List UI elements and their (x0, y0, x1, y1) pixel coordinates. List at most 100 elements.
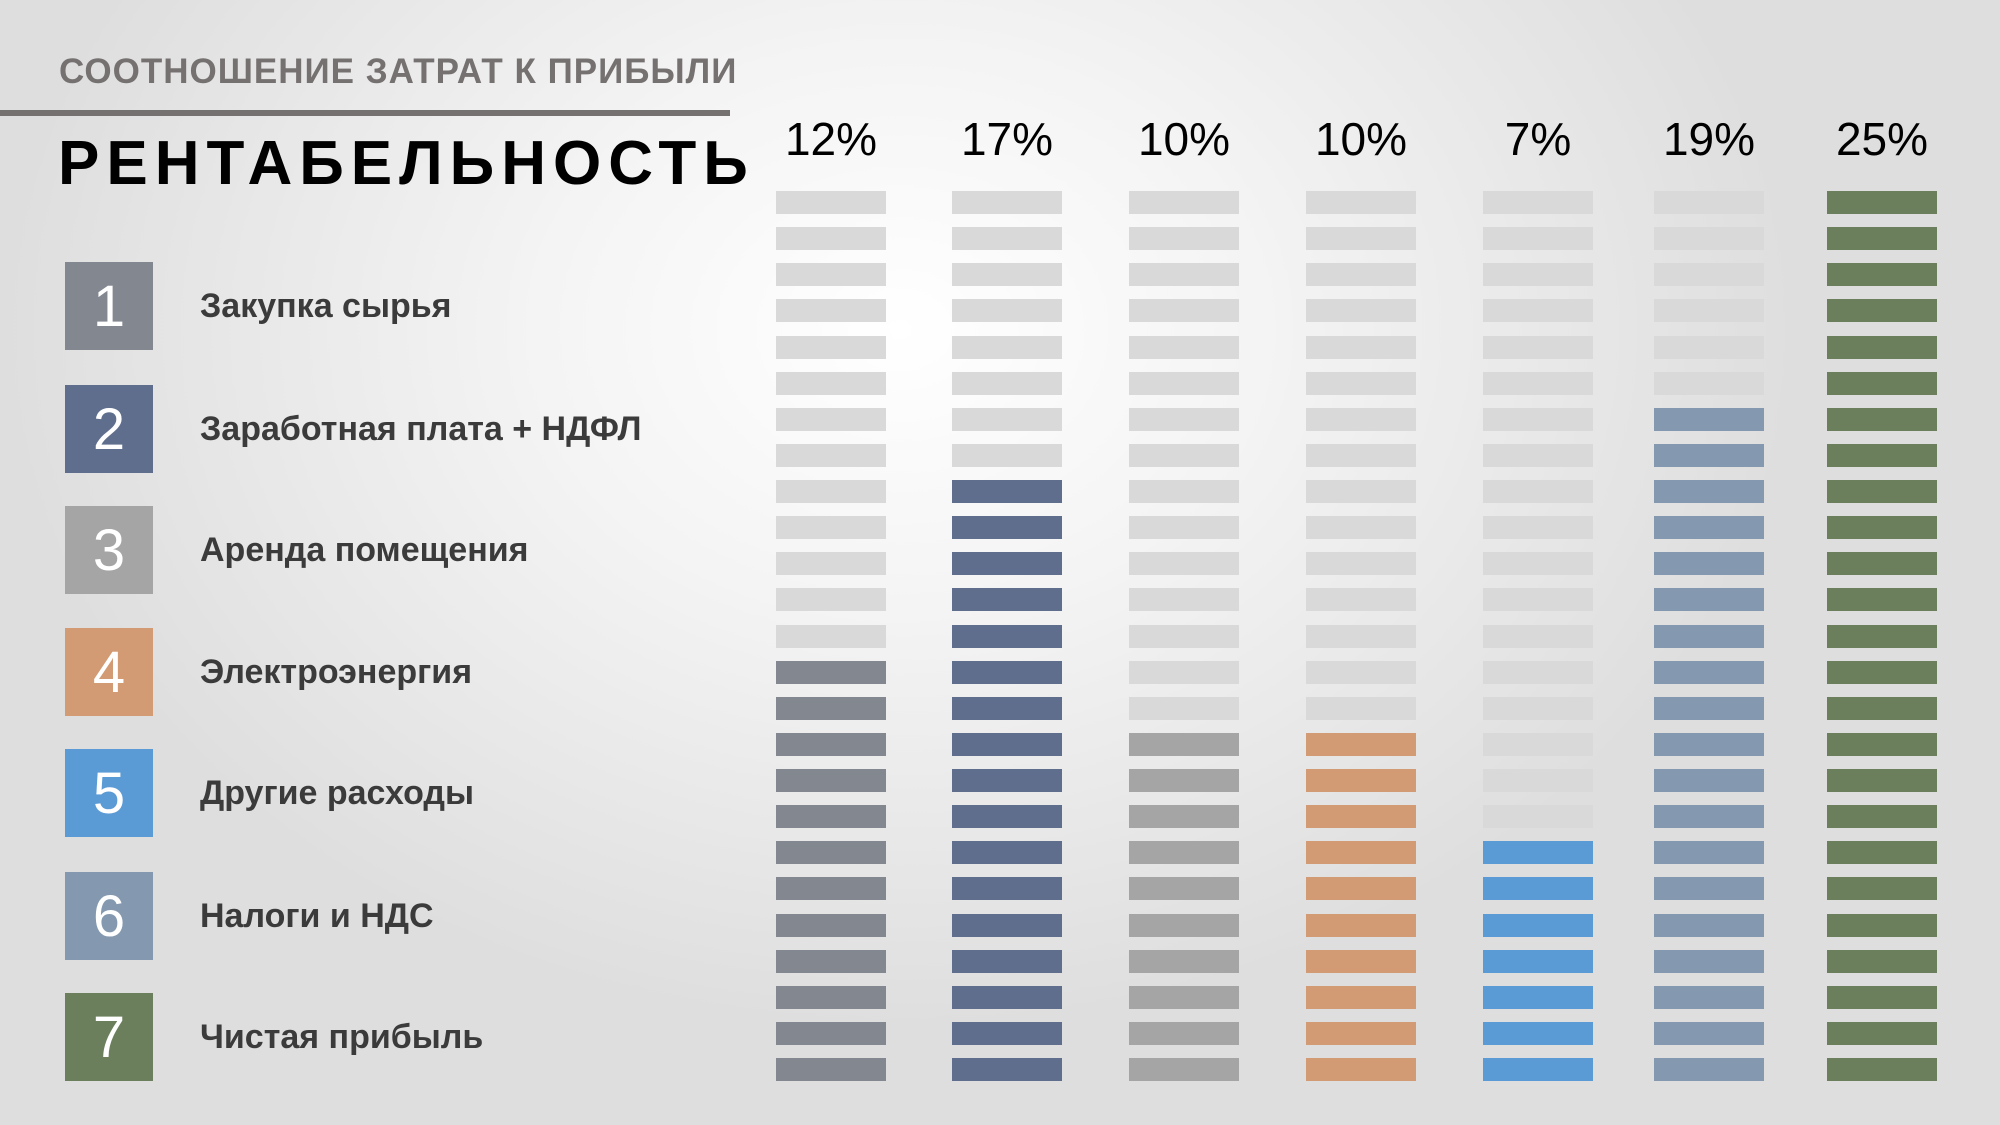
bar-segment-filled (1654, 877, 1764, 901)
legend-number-box: 3 (65, 506, 153, 594)
bar-segment-filled (1827, 877, 1937, 901)
bar-segment-filled (1654, 696, 1764, 720)
bar-segment-filled (952, 985, 1062, 1009)
legend-number-box: 2 (65, 385, 153, 473)
legend-item: 7 Чистая прибыль (65, 993, 483, 1081)
bar-segment-empty (1129, 552, 1239, 576)
bar-segment-filled (1827, 443, 1937, 467)
percent-label: 10% (1314, 113, 1408, 165)
bar-segment-empty (1129, 443, 1239, 467)
bar-segment-filled (1129, 769, 1239, 793)
bar-segment-empty (1306, 263, 1416, 287)
bar-segment-filled (1654, 985, 1764, 1009)
bar-segment-filled (776, 769, 886, 793)
bar-segment-empty (1654, 227, 1764, 251)
bar-segment-empty (1129, 588, 1239, 612)
bar-segment-filled (952, 805, 1062, 829)
bar-segment-filled (1827, 841, 1937, 865)
bar-segment-empty (1483, 227, 1593, 251)
bar-segment-filled (1129, 877, 1239, 901)
bar-segment-filled (1827, 191, 1937, 214)
bar-segment-filled (1827, 588, 1937, 612)
bar-segment-filled (776, 877, 886, 901)
bar-segment-filled (952, 660, 1062, 684)
bar-segment-filled (952, 877, 1062, 901)
bar-segment-empty (1129, 660, 1239, 684)
bar-segment-empty (776, 480, 886, 504)
legend-number-box: 5 (65, 749, 153, 837)
legend-item: 4 Электроэнергия (65, 628, 472, 716)
bar-segment-filled (1827, 299, 1937, 323)
bar-segment-empty (1483, 263, 1593, 287)
bar-segment-empty (1129, 480, 1239, 504)
bar-segment-empty (952, 443, 1062, 467)
bar-segment-empty (952, 299, 1062, 323)
bar-segment-empty (1483, 769, 1593, 793)
bar-segment-empty (1483, 443, 1593, 467)
bar-segment-filled (1654, 949, 1764, 973)
bar-segment-filled (952, 516, 1062, 540)
bar-segment-empty (1129, 299, 1239, 323)
bar-segment-empty (776, 335, 886, 359)
bar-segment-filled (1827, 624, 1937, 648)
bar-segment-filled (1306, 985, 1416, 1009)
legend-label: Налоги и НДС (200, 896, 434, 935)
bar-segment-filled (1129, 949, 1239, 973)
bar-segment-empty (1129, 371, 1239, 395)
bar-segment-empty (1306, 588, 1416, 612)
bar-segment-filled (1827, 480, 1937, 504)
bar-segment-filled (776, 732, 886, 756)
bar-segment-empty (776, 191, 886, 214)
bar-segment-filled (1483, 913, 1593, 937)
bar-segment-empty (1654, 263, 1764, 287)
bar-segment-filled (776, 696, 886, 720)
bar-segment-empty (776, 624, 886, 648)
bar-segment-filled (1654, 480, 1764, 504)
bar-segment-filled (1827, 696, 1937, 720)
divider-line (0, 110, 730, 116)
bar-segment-filled (776, 841, 886, 865)
bar-segment-filled (1827, 1058, 1937, 1082)
bar-segment-filled (776, 985, 886, 1009)
percent-label: 12% (784, 113, 878, 165)
bar-segment-empty (776, 227, 886, 251)
legend-item: 1 Закупка сырья (65, 262, 452, 350)
bar-segment-filled (1129, 841, 1239, 865)
legend-item: 2 Заработная плата + НДФЛ (65, 385, 641, 473)
bar-segment-empty (776, 371, 886, 395)
bar-segment-filled (1129, 805, 1239, 829)
bar-segment-filled (1654, 660, 1764, 684)
legend-number-box: 6 (65, 872, 153, 960)
percent-label: 10% (1137, 113, 1231, 165)
bar-segment-empty (1483, 335, 1593, 359)
bar-segment-empty (952, 227, 1062, 251)
bar-segment-empty (1306, 335, 1416, 359)
bar-segment-filled (1654, 443, 1764, 467)
bar-segment-empty (1483, 732, 1593, 756)
bar-segment-empty (952, 335, 1062, 359)
bar-segment-empty (1306, 480, 1416, 504)
bar-segment-filled (1827, 913, 1937, 937)
bar-segment-empty (1306, 443, 1416, 467)
bar-segment-empty (1483, 407, 1593, 431)
legend-label: Электроэнергия (200, 652, 473, 691)
bar-segment-empty (1483, 371, 1593, 395)
bar-segment-empty (1483, 516, 1593, 540)
bar-segment-filled (1827, 407, 1937, 431)
bar-segment-filled (776, 1021, 886, 1045)
bar-segment-filled (952, 1021, 1062, 1045)
bar-segment-filled (1654, 769, 1764, 793)
bar-segment-empty (1306, 407, 1416, 431)
bar-segment-filled (1483, 985, 1593, 1009)
bar-segment-filled (1654, 1058, 1764, 1082)
bar-segment-filled (1306, 732, 1416, 756)
bar-segment-filled (1483, 1021, 1593, 1045)
bar-segment-filled (1483, 877, 1593, 901)
legend-number-box: 4 (65, 628, 153, 716)
bar-segment-filled (1827, 227, 1937, 251)
bar-segment-empty (776, 263, 886, 287)
bar-segment-empty (1654, 335, 1764, 359)
bar-segment-filled (1306, 877, 1416, 901)
bar-segment-filled (1827, 263, 1937, 287)
bar-segment-filled (952, 841, 1062, 865)
